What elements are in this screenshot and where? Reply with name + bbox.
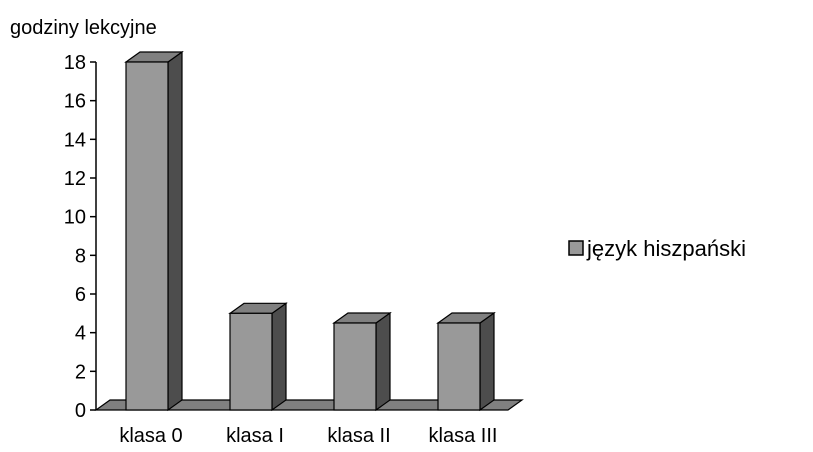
bar [436,311,496,412]
legend: język hiszpański [568,236,746,261]
bar [124,50,184,412]
bar [228,302,288,412]
legend-label: język hiszpański [586,236,746,261]
y-tick-label: 2 [75,361,86,383]
x-axis-labels: klasa 0 klasa I klasa II klasa III [119,425,497,447]
x-tick-label: klasa 0 [119,425,182,447]
bar-front [437,322,481,411]
bar-side [375,311,391,412]
bar-front [333,322,377,411]
bars [124,50,496,412]
x-tick-label: klasa II [327,425,390,447]
y-tick-label: 8 [75,245,86,267]
bar-side [479,311,495,412]
bar [332,311,392,412]
y-axis-title: godziny lekcyjne [10,17,157,39]
y-tick-label: 6 [75,284,86,306]
bar-side [167,50,183,412]
y-axis: 0 2 4 6 8 10 12 14 16 18 [64,52,97,422]
x-tick-label: klasa I [226,425,284,447]
y-tick-label: 16 [64,91,86,113]
y-tick-label: 18 [64,52,86,74]
y-tick-label: 12 [64,168,86,190]
y-tick-label: 14 [64,129,86,151]
bar-front [125,61,169,411]
y-tick-label: 10 [64,207,86,229]
y-tick-label: 0 [75,400,86,422]
x-tick-label: klasa III [429,425,498,447]
bar-side [271,302,287,412]
y-tick-label: 4 [75,323,86,345]
legend-swatch [568,240,584,256]
bar-front [229,312,273,411]
